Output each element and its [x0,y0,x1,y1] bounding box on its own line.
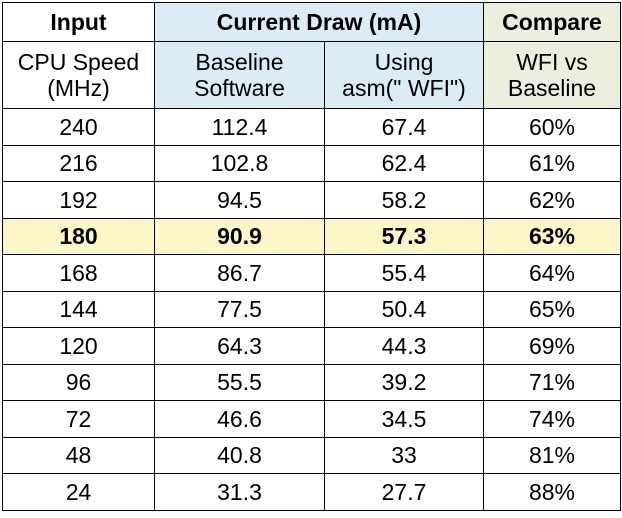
table-row: 120 64.3 44.3 69% [2,327,621,365]
cell-baseline: 55.5 [154,363,325,401]
table-row: 144 77.5 50.4 65% [2,290,621,328]
table-row: 72 46.6 34.5 74% [2,400,621,438]
cell-wfi: 55.4 [324,254,484,292]
table-row: 96 55.5 39.2 71% [2,363,621,401]
cell-wfi: 44.3 [324,327,484,365]
cell-wfi: 58.2 [324,181,484,219]
subheader-baseline-software: Baseline Software [154,41,325,109]
cell-cpu-speed: 96 [2,363,155,401]
cell-wfi: 34.5 [324,400,484,438]
cell-compare: 69% [483,327,621,365]
header-current-draw: Current Draw (mA) [154,2,484,42]
table-row-highlighted: 180 90.9 57.3 63% [2,217,621,255]
subheader-compare-line1: WFI vs [516,49,588,75]
cell-compare: 60% [483,108,621,146]
header-input: Input [2,2,155,42]
cell-compare: 74% [483,400,621,438]
cell-cpu-speed: 180 [2,217,155,255]
cell-wfi: 50.4 [324,290,484,328]
cell-compare: 81% [483,436,621,474]
cell-baseline: 102.8 [154,144,325,182]
table-row: 168 86.7 55.4 64% [2,254,621,292]
cell-wfi: 62.4 [324,144,484,182]
subheader-using-wfi: Using asm(" WFI") [324,41,484,109]
subheader-wfi-line1: Using [374,49,434,75]
cell-baseline: 90.9 [154,217,325,255]
cell-cpu-speed: 24 [2,473,155,511]
cell-wfi: 27.7 [324,473,484,511]
table-row: 240 112.4 67.4 60% [2,108,621,146]
header-compare: Compare [483,2,621,42]
cell-baseline: 31.3 [154,473,325,511]
cell-compare: 62% [483,181,621,219]
subheader-wfi-vs-baseline: WFI vs Baseline [483,41,621,109]
cell-baseline: 46.6 [154,400,325,438]
cell-baseline: 112.4 [154,108,325,146]
subheader-baseline-line2: Software [194,75,285,101]
cell-cpu-speed: 72 [2,400,155,438]
subheader-cpu-speed-line1: CPU Speed [17,49,140,75]
cell-wfi: 39.2 [324,363,484,401]
cell-cpu-speed: 168 [2,254,155,292]
cell-cpu-speed: 192 [2,181,155,219]
cell-cpu-speed: 216 [2,144,155,182]
cell-baseline: 40.8 [154,436,325,474]
header-row: Input Current Draw (mA) Compare [2,2,621,42]
table-body: 240 112.4 67.4 60% 216 102.8 62.4 61% 192 94.5 58.… [2,108,621,511]
cell-compare: 71% [483,363,621,401]
cell-wfi: 57.3 [324,217,484,255]
cell-compare: 63% [483,217,621,255]
cell-compare: 88% [483,473,621,511]
subheader-cpu-speed: CPU Speed (MHz) [2,41,155,109]
subheader-wfi-line2: asm(" WFI") [342,75,466,101]
cell-compare: 64% [483,254,621,292]
cell-baseline: 86.7 [154,254,325,292]
cell-baseline: 64.3 [154,327,325,365]
subheader-row: CPU Speed (MHz) Baseline Software Using … [2,41,621,109]
cell-cpu-speed: 144 [2,290,155,328]
cell-wfi: 67.4 [324,108,484,146]
cell-baseline: 77.5 [154,290,325,328]
table-row: 192 94.5 58.2 62% [2,181,621,219]
current-draw-table: Input Current Draw (mA) Compare CPU Spee… [2,2,621,511]
cell-cpu-speed: 240 [2,108,155,146]
subheader-baseline-line1: Baseline [195,49,284,75]
subheader-compare-line2: Baseline [507,75,597,101]
table-row: 48 40.8 33 81% [2,436,621,474]
cell-compare: 65% [483,290,621,328]
table-row: 216 102.8 62.4 61% [2,144,621,182]
subheader-cpu-speed-line2: (MHz) [47,75,110,101]
table-row: 24 31.3 27.7 88% [2,473,621,511]
cell-cpu-speed: 48 [2,436,155,474]
cell-compare: 61% [483,144,621,182]
cell-wfi: 33 [324,436,484,474]
cell-cpu-speed: 120 [2,327,155,365]
cell-baseline: 94.5 [154,181,325,219]
